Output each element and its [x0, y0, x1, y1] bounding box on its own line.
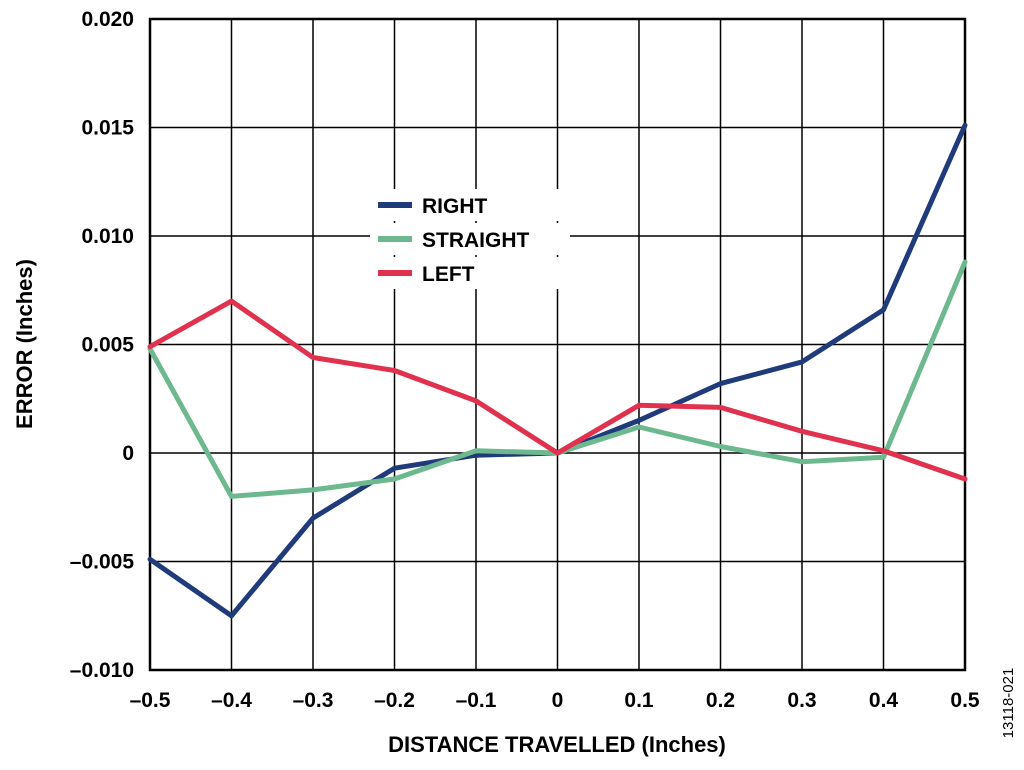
- grid-lines: [150, 19, 965, 670]
- y-tick-label: 0.005: [81, 334, 134, 357]
- x-tick-label: 0.4: [869, 689, 899, 712]
- y-tick-labels: 0.020 0.015 0.010 0.005 0 –0.005 –0.010: [70, 8, 135, 682]
- y-tick-label: 0.015: [81, 117, 134, 140]
- y-tick-label: 0.020: [81, 8, 134, 31]
- x-tick-label: –0.2: [374, 689, 415, 712]
- x-axis-title: DISTANCE TRAVELLED (Inches): [388, 732, 726, 757]
- legend-label: LEFT: [422, 263, 475, 286]
- x-tick-label: –0.5: [130, 689, 171, 712]
- y-tick-label: 0: [122, 442, 134, 465]
- x-tick-label: 0.2: [706, 689, 735, 712]
- x-tick-label: –0.3: [293, 689, 334, 712]
- x-tick-label: –0.1: [456, 689, 497, 712]
- x-tick-label: –0.4: [211, 689, 252, 712]
- x-tick-label: 0.3: [787, 689, 816, 712]
- figure-id: 13118-021: [1000, 668, 1017, 739]
- x-tick-label: 0: [552, 689, 564, 712]
- x-tick-label: 0.5: [950, 689, 980, 712]
- x-tick-labels: –0.5 –0.4 –0.3 –0.2 –0.1 0 0.1 0.2 0.3 0.4 0.5: [130, 689, 980, 712]
- legend: RIGHT STRAIGHT LEFT: [370, 189, 570, 289]
- legend-label: STRAIGHT: [422, 229, 530, 252]
- series-layer: [147, 122, 968, 619]
- series-line-left: [147, 298, 968, 482]
- y-tick-label: –0.010: [70, 659, 134, 682]
- x-tick-label: 0.1: [624, 689, 654, 712]
- y-axis-title: ERROR (Inches): [12, 259, 37, 429]
- y-tick-label: 0.010: [81, 225, 134, 248]
- y-tick-label: –0.005: [70, 551, 135, 574]
- legend-label: RIGHT: [422, 195, 488, 218]
